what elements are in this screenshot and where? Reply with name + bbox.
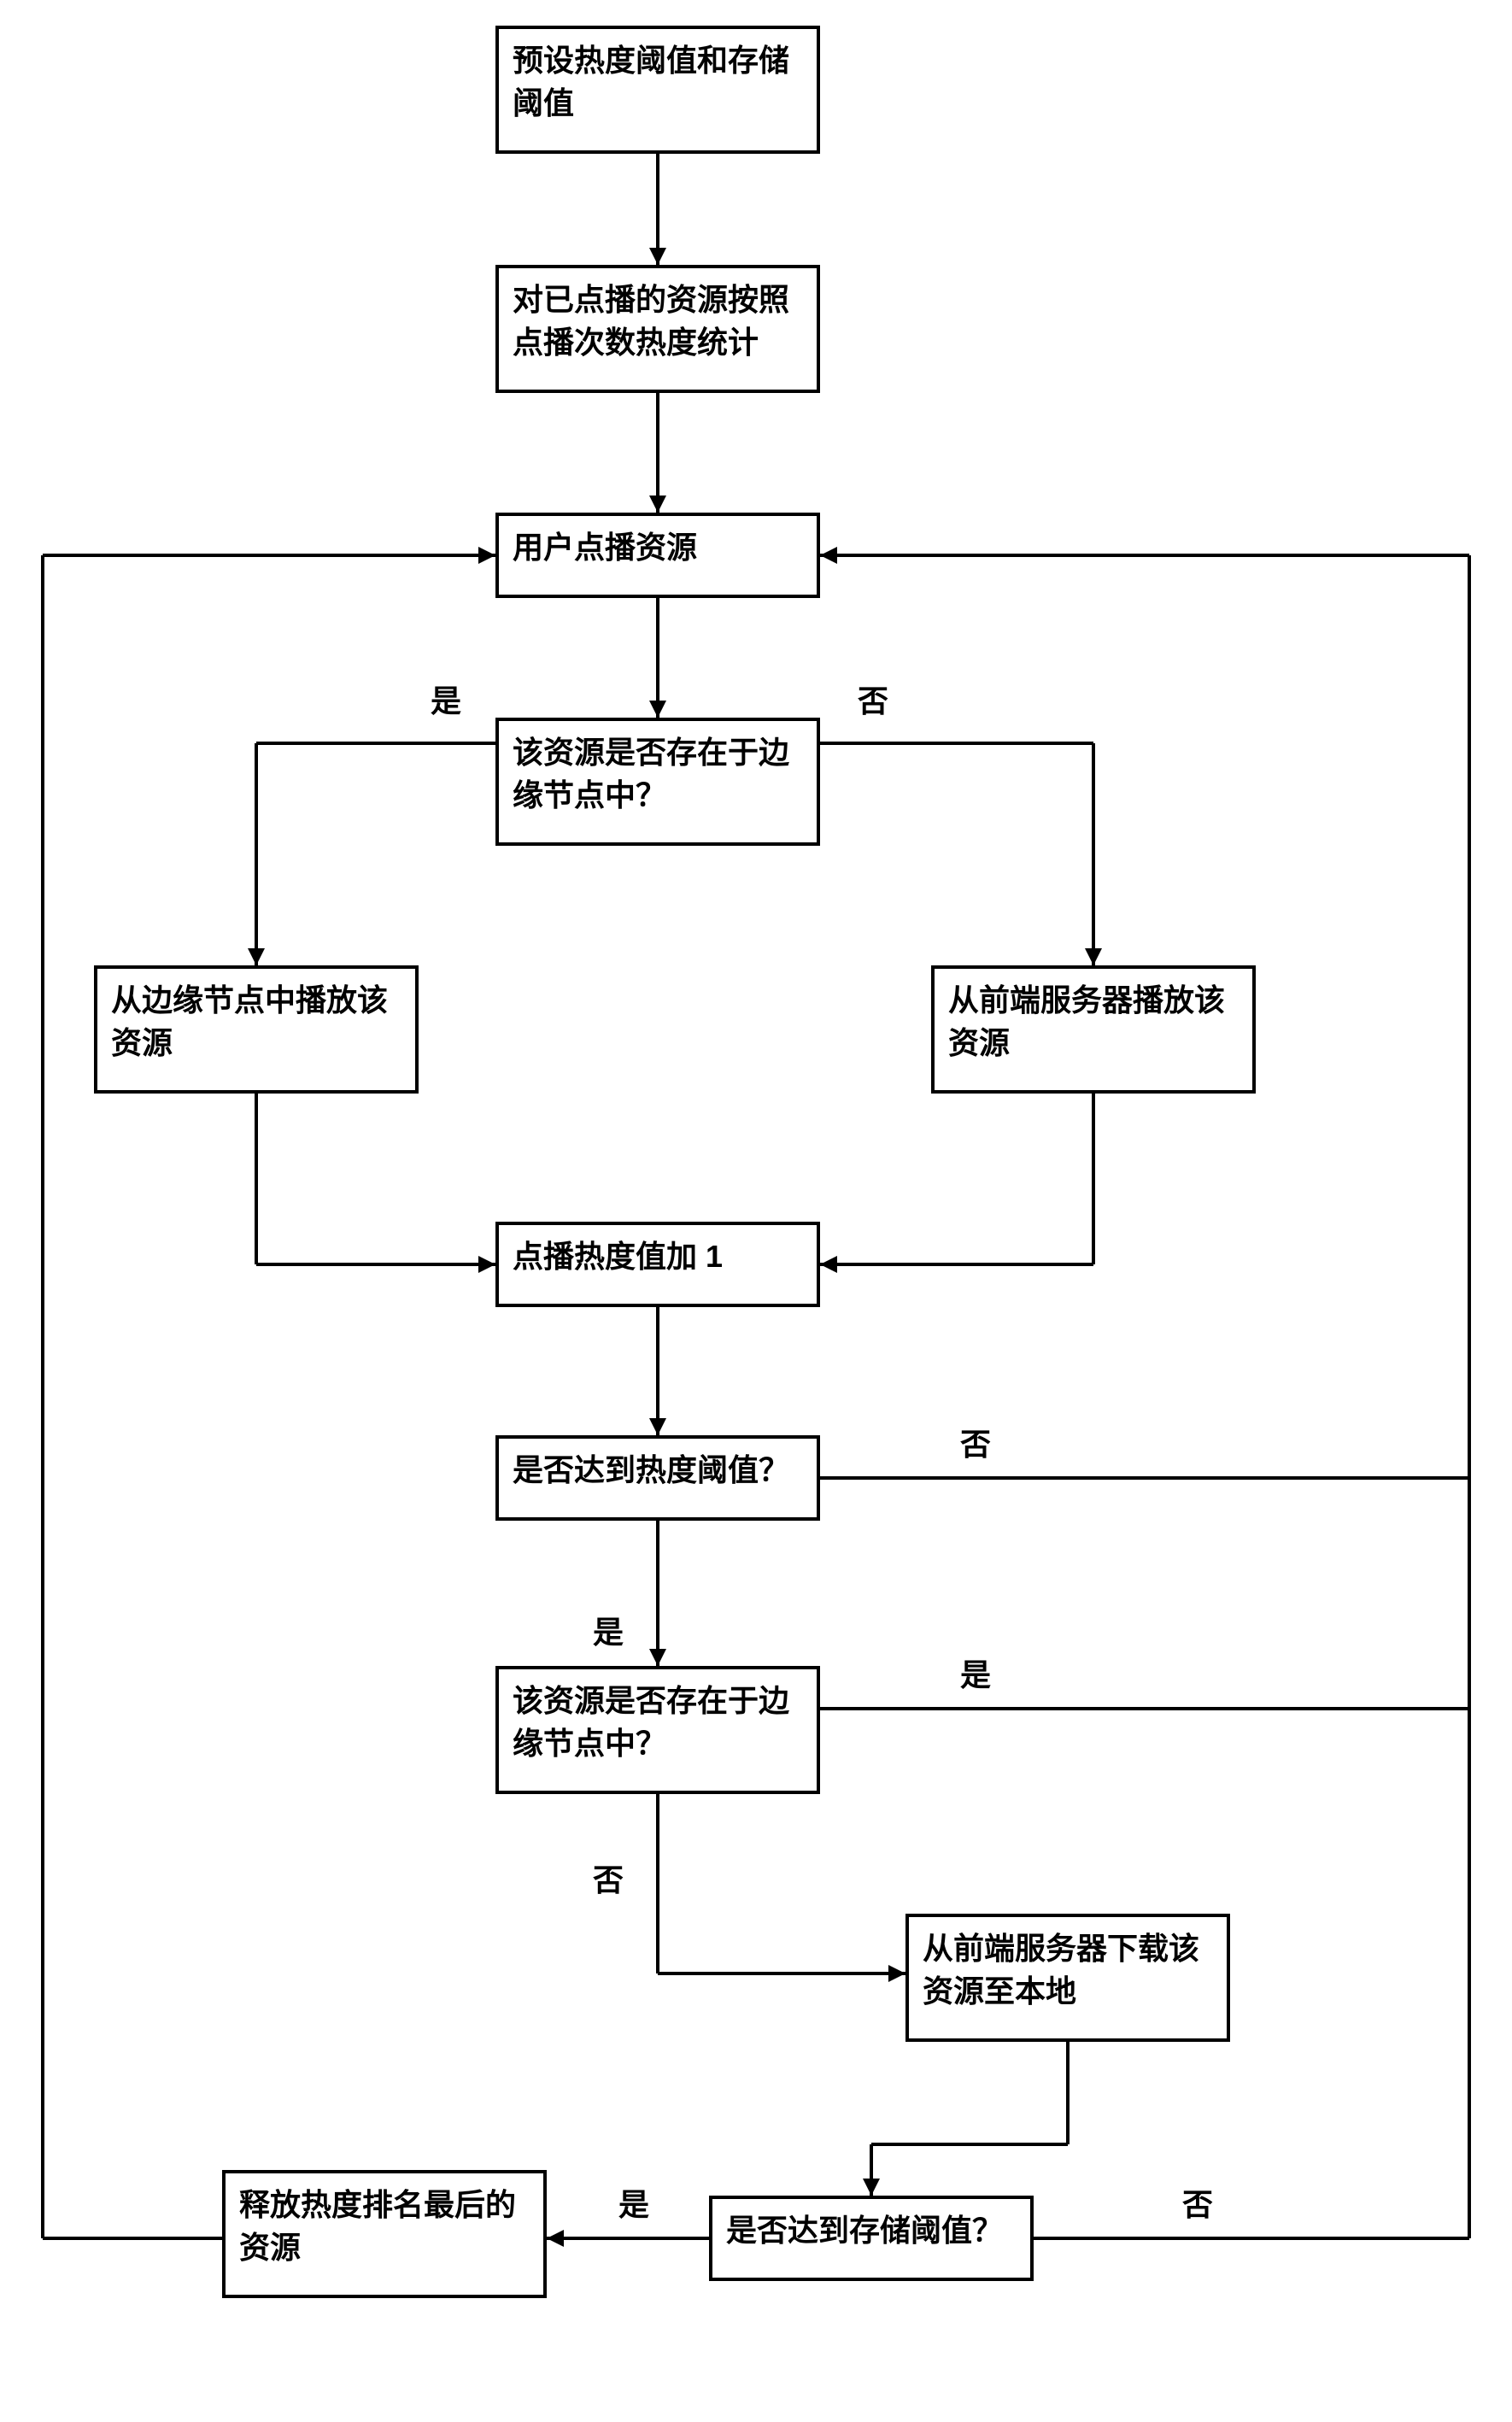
flowchart-node-n5: 从边缘节点中播放该资源 (94, 965, 419, 1094)
edge-label: 是 (589, 1606, 627, 1654)
node-label: 从前端服务器下载该资源至本地 (923, 1927, 1213, 2014)
node-label: 是否达到存储阈值？ (726, 2209, 1003, 2252)
node-label: 预设热度阈值和存储阈值 (513, 39, 803, 126)
edge-label: 是 (427, 675, 465, 723)
edge-label: 是 (957, 1649, 994, 1697)
edge-label: 否 (1179, 2179, 1216, 2226)
flowchart-node-n8: 是否达到热度阈值？ (495, 1435, 820, 1521)
node-label: 用户点播资源 (513, 526, 697, 569)
edge-label: 否 (957, 1418, 994, 1466)
node-label: 该资源是否存在于边缘节点中？ (513, 731, 803, 818)
flowchart-node-n2: 对已点播的资源按照点播次数热度统计 (495, 265, 820, 393)
edge-label: 否 (589, 1854, 627, 1902)
flowchart-node-n10: 从前端服务器下载该资源至本地 (905, 1914, 1230, 2042)
flowchart-node-n12: 是否达到存储阈值？ (709, 2196, 1034, 2281)
flowchart-node-n4: 该资源是否存在于边缘节点中？ (495, 718, 820, 846)
node-label: 从边缘节点中播放该资源 (111, 979, 401, 1065)
node-label: 对已点播的资源按照点播次数热度统计 (513, 279, 803, 365)
node-label: 从前端服务器播放该资源 (948, 979, 1239, 1065)
node-label: 点播热度值加 1 (513, 1235, 723, 1278)
flowchart-node-n9: 该资源是否存在于边缘节点中？ (495, 1666, 820, 1794)
node-label: 释放热度排名最后的资源 (239, 2184, 530, 2270)
edge-label: 是 (615, 2179, 653, 2226)
flowchart-node-n11: 释放热度排名最后的资源 (222, 2170, 547, 2298)
node-label: 该资源是否存在于边缘节点中？ (513, 1680, 803, 1766)
flowchart-node-n1: 预设热度阈值和存储阈值 (495, 26, 820, 154)
flowchart-node-n6: 从前端服务器播放该资源 (931, 965, 1256, 1094)
flowchart-node-n3: 用户点播资源 (495, 513, 820, 598)
node-label: 是否达到热度阈值？ (513, 1449, 789, 1492)
flowchart-node-n7: 点播热度值加 1 (495, 1222, 820, 1307)
flowchart-container: 预设热度阈值和存储阈值对已点播的资源按照点播次数热度统计用户点播资源该资源是否存… (0, 0, 1512, 2422)
edge-label: 否 (854, 675, 892, 723)
